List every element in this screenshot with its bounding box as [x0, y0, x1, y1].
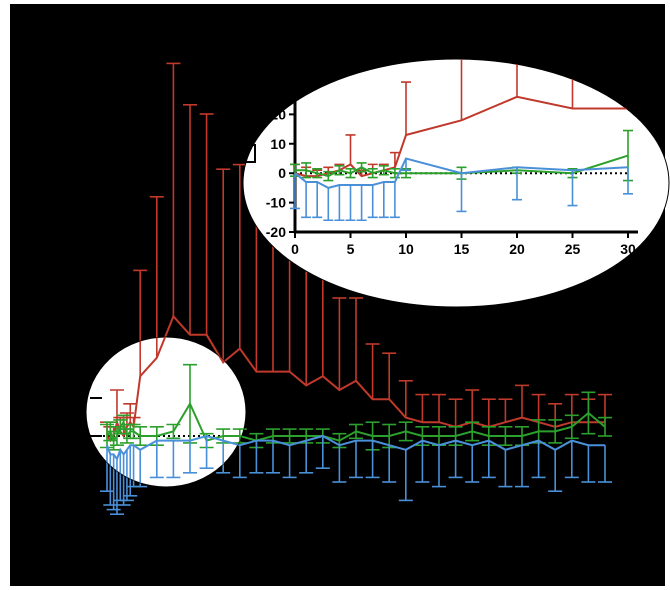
inset-plot: -20-1001020051015202530 — [245, 59, 638, 257]
lens-series-line — [106, 337, 246, 443]
inset-y-tick-label: -20 — [266, 224, 286, 240]
inset-series-line — [294, 157, 629, 189]
inset-x-tick-label: 0 — [291, 241, 299, 257]
inset-series-line — [295, 154, 629, 178]
inset-y-tick-label: 10 — [270, 136, 286, 152]
inset-y-tick-label: -10 — [266, 195, 286, 211]
inset-x-tick-label: 5 — [347, 241, 355, 257]
inset-x-tick-label: 10 — [398, 241, 414, 257]
inset-x-tick-label: 20 — [509, 241, 525, 257]
inset-y-tick-label: 0 — [278, 165, 286, 181]
inset-x-tick-label: 15 — [454, 241, 470, 257]
lens-series-line — [106, 401, 246, 443]
inset-x-tick-label: 25 — [565, 241, 581, 257]
inset-zoom-ellipse — [242, 58, 670, 308]
lens-series-line — [106, 434, 246, 462]
